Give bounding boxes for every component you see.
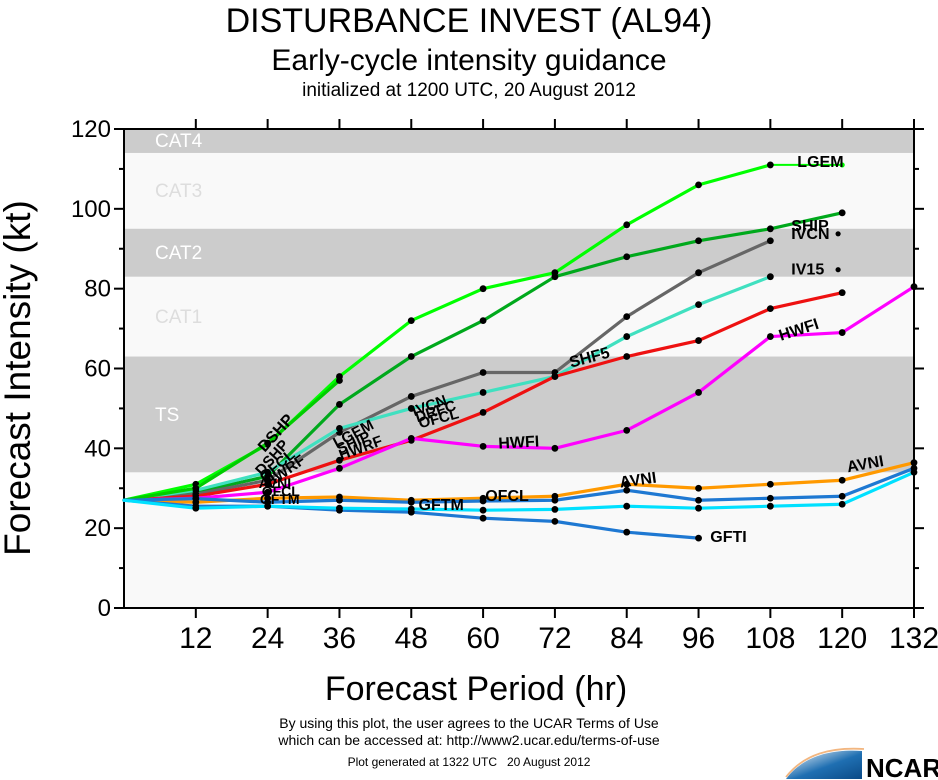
svg-text:36: 36 bbox=[323, 622, 356, 655]
svg-text:120: 120 bbox=[71, 116, 111, 143]
svg-text:0: 0 bbox=[98, 595, 111, 622]
svg-text:80: 80 bbox=[84, 276, 111, 303]
svg-text:GFTM: GFTM bbox=[260, 491, 300, 507]
svg-text:CAT2: CAT2 bbox=[155, 243, 202, 264]
svg-text:20: 20 bbox=[84, 515, 111, 542]
svg-text:IVCN: IVCN bbox=[791, 226, 829, 243]
svg-text:Forecast Period (hr): Forecast Period (hr) bbox=[325, 670, 627, 708]
svg-text:24: 24 bbox=[251, 622, 284, 655]
svg-text:40: 40 bbox=[84, 435, 111, 462]
svg-text:GFTM: GFTM bbox=[419, 497, 464, 514]
svg-text:CAT1: CAT1 bbox=[155, 307, 202, 328]
svg-text:TS: TS bbox=[155, 405, 179, 426]
svg-text:84: 84 bbox=[610, 622, 643, 655]
svg-text:48: 48 bbox=[395, 622, 428, 655]
svg-text:60: 60 bbox=[466, 622, 499, 655]
svg-text:96: 96 bbox=[682, 622, 715, 655]
svg-text:NCAR: NCAR bbox=[866, 753, 938, 780]
svg-text:LGEM: LGEM bbox=[797, 154, 843, 171]
svg-text:HWFI: HWFI bbox=[498, 433, 540, 452]
svg-text:120: 120 bbox=[817, 622, 867, 655]
svg-text:OFCL: OFCL bbox=[485, 488, 529, 505]
svg-text:12: 12 bbox=[179, 622, 212, 655]
svg-text:60: 60 bbox=[84, 356, 111, 383]
svg-text:CAT3: CAT3 bbox=[155, 181, 202, 202]
svg-text:IV15: IV15 bbox=[791, 262, 824, 279]
svg-text:132: 132 bbox=[889, 622, 938, 655]
svg-text:100: 100 bbox=[71, 196, 111, 223]
svg-text:Forecast Intensity (kt): Forecast Intensity (kt) bbox=[0, 200, 38, 556]
svg-text:108: 108 bbox=[745, 622, 795, 655]
svg-text:GFTI: GFTI bbox=[710, 529, 746, 546]
svg-text:CAT4: CAT4 bbox=[155, 131, 203, 152]
svg-text:72: 72 bbox=[538, 622, 571, 655]
